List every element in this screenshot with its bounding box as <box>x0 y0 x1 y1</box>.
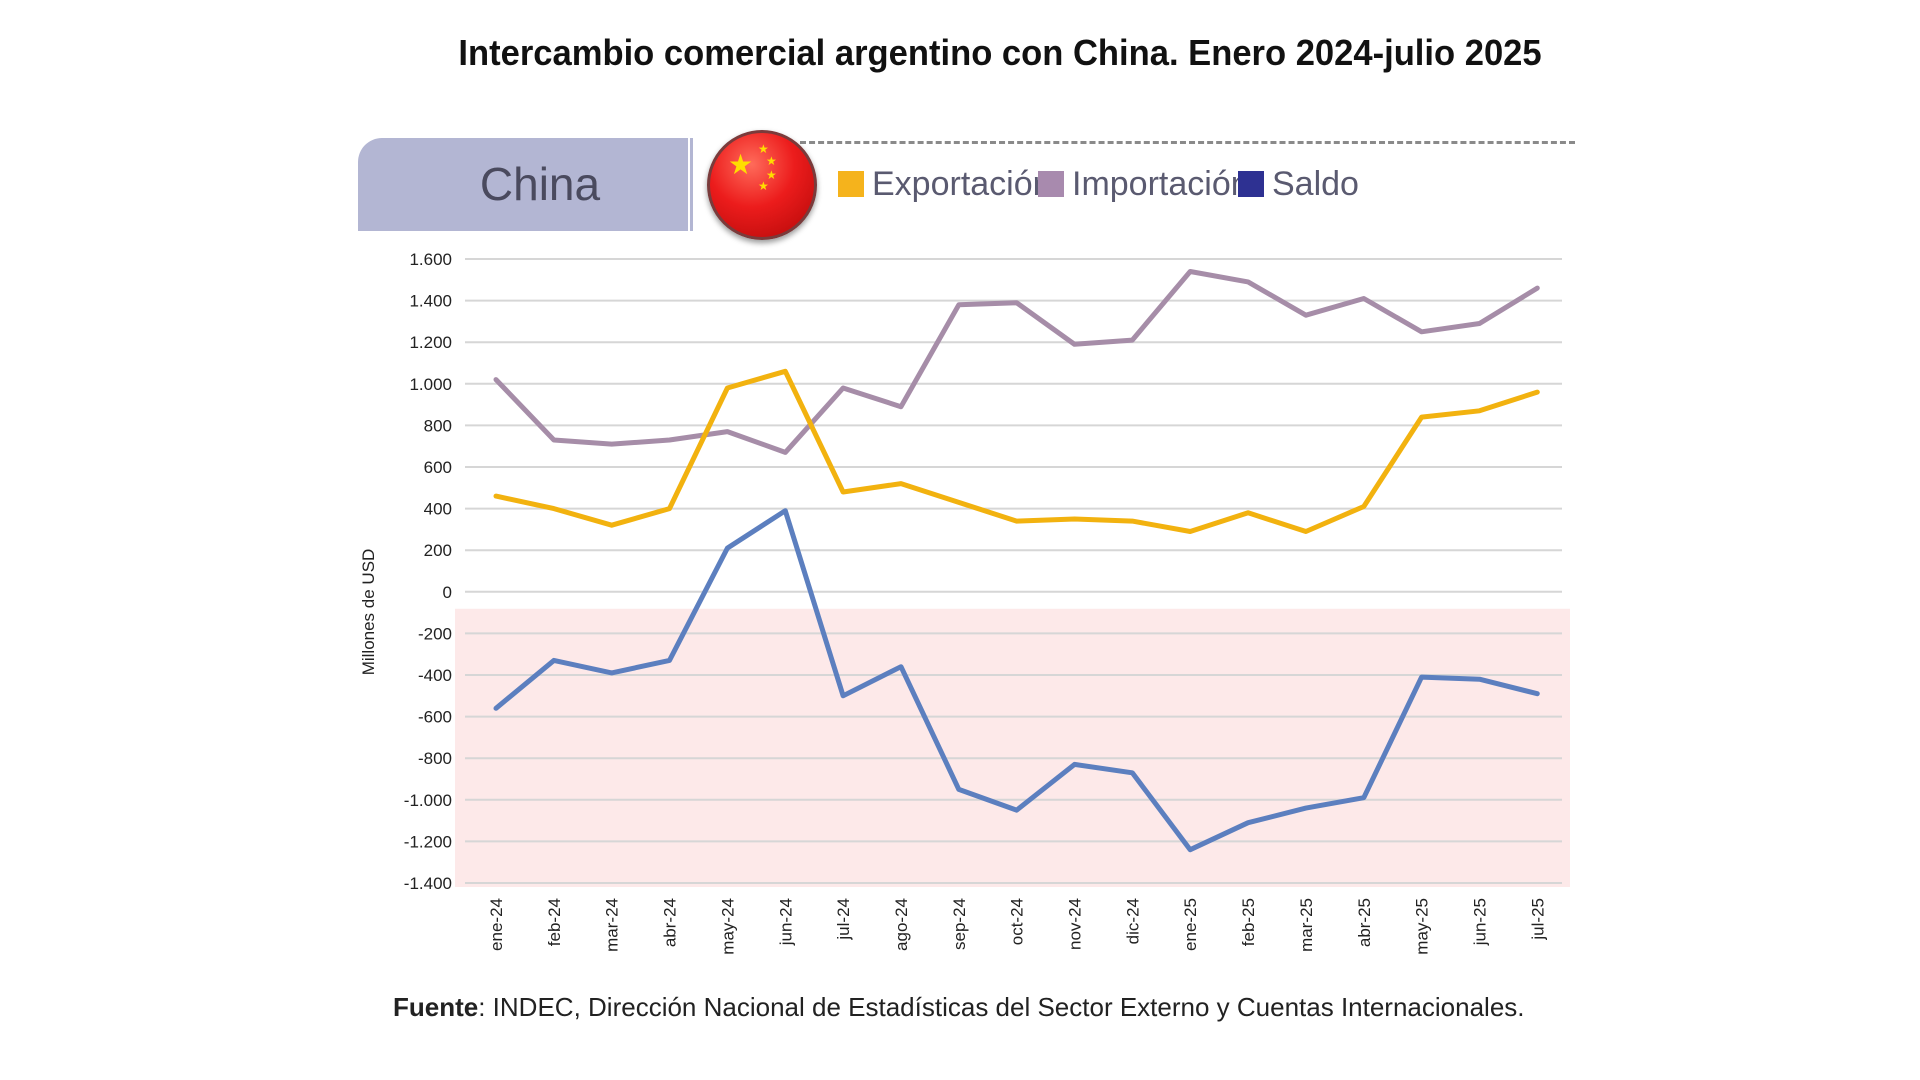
flag-big-star: ★ <box>728 148 754 181</box>
x-tick-label: may-25 <box>1413 898 1432 955</box>
y-tick-label: 1.000 <box>409 375 452 394</box>
legend-label-importacion: Importación <box>1072 164 1250 203</box>
source-text: : INDEC, Dirección Nacional de Estadísti… <box>478 992 1525 1022</box>
legend-label-saldo: Saldo <box>1272 164 1359 203</box>
y-tick-label: 1.400 <box>409 292 452 311</box>
x-tick-label: oct-24 <box>1008 898 1027 945</box>
x-tick-label: mar-24 <box>603 898 622 952</box>
flag-small-star: ★ <box>758 142 769 156</box>
y-tick-label: 0 <box>443 583 452 602</box>
x-tick-label: ene-24 <box>487 898 506 951</box>
legend-item-importacion: Importación <box>1038 164 1250 204</box>
source-note: Fuente: INDEC, Dirección Nacional de Est… <box>393 992 1525 1023</box>
y-tick-label: -1.400 <box>404 874 452 893</box>
x-tick-label: abr-24 <box>661 898 680 947</box>
y-tick-label: -400 <box>418 666 452 685</box>
y-tick-label: 200 <box>424 541 452 560</box>
negative-region-rect <box>455 608 1570 887</box>
flag-small-star: ★ <box>758 179 769 193</box>
series-line-importacion <box>493 269 1540 455</box>
china-flag-icon: ★ ★ ★ ★ ★ <box>707 130 817 240</box>
y-tick-label: -1.000 <box>404 791 452 810</box>
flag-small-star: ★ <box>766 168 777 182</box>
x-tick-label: nov-24 <box>1066 898 1085 950</box>
legend-item-saldo: Saldo <box>1238 164 1359 204</box>
x-tick-label: feb-24 <box>545 898 564 946</box>
x-tick-label: jul-24 <box>834 898 853 941</box>
y-axis-tick-labels: 1.600 1.400 1.200 1.000 800 600 400 200 0 -200 -40… <box>404 250 452 893</box>
source-label: Fuente <box>393 992 479 1022</box>
y-tick-label: -600 <box>418 708 452 727</box>
y-tick-label: 1.200 <box>409 333 452 352</box>
x-tick-label: sep-24 <box>950 898 969 950</box>
legend-label-exportacion: Exportación <box>872 164 1052 203</box>
x-tick-label: may-24 <box>718 898 737 955</box>
series-line-saldo <box>493 508 1540 853</box>
x-tick-label: abr-25 <box>1355 898 1374 947</box>
y-tick-label: 400 <box>424 500 452 519</box>
x-tick-label: jun-24 <box>776 898 795 946</box>
x-tick-label: jul-25 <box>1528 898 1547 941</box>
legend-item-exportacion: Exportación <box>838 164 1052 204</box>
panel-divider <box>688 138 690 231</box>
header-dashed-line <box>800 141 1575 144</box>
series-lines <box>493 269 1540 853</box>
y-tick-label: 600 <box>424 458 452 477</box>
legend-swatch-exportacion <box>838 171 864 197</box>
y-tick-label: -800 <box>418 749 452 768</box>
x-tick-label: dic-24 <box>1123 898 1142 944</box>
legend-swatch-saldo <box>1238 171 1264 197</box>
series-line-exportacion <box>493 368 1540 534</box>
x-tick-label: ago-24 <box>892 898 911 951</box>
x-tick-label: ene-25 <box>1181 898 1200 951</box>
y-tick-label: 800 <box>424 416 452 435</box>
negative-region-shading <box>455 608 1570 887</box>
y-axis-label: Millones de USD <box>359 549 378 676</box>
country-label: China <box>479 158 601 210</box>
flag-small-star: ★ <box>766 154 777 168</box>
x-tick-label: jun-25 <box>1470 898 1489 946</box>
chart-title: Intercambio comercial argentino con Chin… <box>458 32 1542 73</box>
x-tick-label: feb-25 <box>1239 898 1258 946</box>
y-tick-label: -200 <box>418 624 452 643</box>
country-panel-tab: China <box>358 138 693 231</box>
y-tick-label: 1.600 <box>409 250 452 269</box>
x-tick-label: mar-25 <box>1297 898 1316 952</box>
x-axis-tick-labels: ene-24 feb-24 mar-24 abr-24 may-24 jun-24 jul-… <box>487 898 1547 955</box>
legend-swatch-importacion <box>1038 171 1064 197</box>
y-tick-label: -1.200 <box>404 832 452 851</box>
